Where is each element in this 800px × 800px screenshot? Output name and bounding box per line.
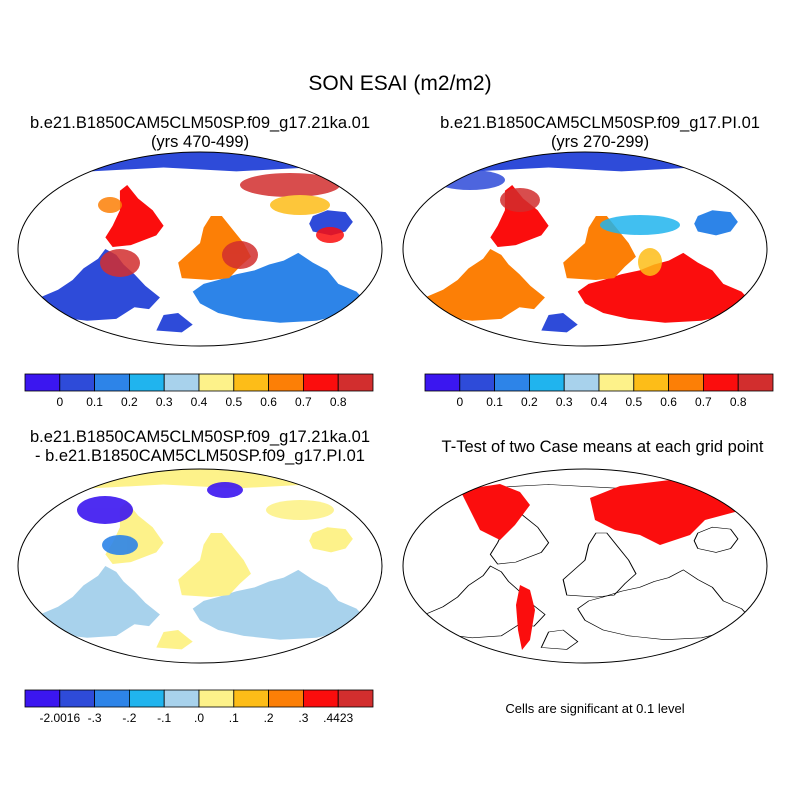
cbar-diff-swatch-3: [128, 689, 165, 708]
cbar-diff-swatch-8: [302, 689, 339, 708]
significance-note: Cells are significant at 0.1 level: [505, 701, 685, 716]
cbar-diff-swatch-9: [337, 689, 374, 708]
cbar-mean-pi-tick-3: 0.3: [555, 395, 573, 409]
panel-2-title: b.e21.B1850CAM5CLM50SP.f09_g17.PI.01 (yr…: [400, 114, 800, 152]
panel-3-border: [17, 468, 383, 664]
cbar-mean-pi-tick-5: 0.5: [625, 395, 643, 409]
panel-3-title-line2: - b.e21.B1850CAM5CLM50SP.f09_g17.PI.01: [35, 447, 365, 465]
cbar-mean-21ka-swatch-0: [24, 373, 61, 392]
cbar-mean-21ka-swatch-6: [233, 373, 270, 392]
panel-4-title-line1: T-Test of two Case means at each grid po…: [441, 438, 764, 456]
cbar-diff-swatch-0: [24, 689, 61, 708]
significant-cells: [460, 480, 767, 650]
cbar-mean-pi-tick-7: 0.7: [695, 395, 712, 409]
cbar-mean-pi-tick-4: 0.4: [590, 395, 608, 409]
cbar-diff-swatch-1: [59, 689, 95, 708]
colorbar-difference: [24, 689, 374, 708]
cbar-mean-21ka-tick-2: 0.2: [121, 395, 138, 409]
cbar-mean-pi-swatch-9: [737, 373, 774, 392]
cbar-diff-tick-7: .3: [298, 711, 309, 725]
cbar-mean-pi-tick-8: 0.8: [729, 395, 747, 409]
cbar-mean-pi-swatch-7: [668, 373, 704, 392]
panel-3-title-line1: b.e21.B1850CAM5CLM50SP.f09_g17.21ka.01: [29, 428, 371, 446]
cbar-mean-21ka-tick-3: 0.3: [155, 395, 173, 409]
cbar-mean-21ka-swatch-5: [198, 373, 235, 392]
cbar-mean-21ka-swatch-8: [302, 373, 339, 392]
panel-1-border: [17, 151, 383, 347]
cbar-mean-pi-swatch-4: [563, 373, 600, 392]
map-panel-ttest: [403, 469, 767, 663]
cbar-mean-21ka-tick-6: 0.6: [260, 395, 277, 409]
cbar-mean-21ka-tick-5: 0.5: [225, 395, 243, 409]
cbar-mean-pi-swatch-8: [703, 373, 739, 392]
cbar-diff-tick-8: .4423: [323, 711, 354, 725]
panel-3-title: b.e21.B1850CAM5CLM50SP.f09_g17.21ka.01 -…: [5, 428, 395, 466]
cbar-diff-swatch-5: [198, 689, 235, 708]
cbar-mean-21ka-swatch-7: [268, 373, 304, 392]
cbar-mean-21ka-tick-0: 0: [56, 395, 64, 409]
cbar-mean-pi-tick-2: 0.2: [521, 395, 538, 409]
cbar-diff-swatch-4: [163, 689, 200, 708]
cbar-mean-pi-tick-6: 0.6: [660, 395, 677, 409]
panel-2-title-line2: (yrs 270-299): [550, 133, 650, 151]
cbar-mean-pi-tick-1: 0.1: [486, 395, 503, 409]
panel-4-border: [402, 468, 768, 664]
cbar-diff-tick-1: -.3: [87, 711, 102, 725]
cbar-mean-pi-swatch-5: [598, 373, 635, 392]
figure-title: SON ESAI (m2/m2): [308, 72, 492, 95]
map-panel-21ka: [18, 152, 382, 346]
panel-1-title: b.e21.B1850CAM5CLM50SP.f09_g17.21ka.01 (…: [10, 114, 390, 152]
cbar-diff-swatch-7: [268, 689, 304, 708]
cbar-mean-pi-swatch-1: [459, 373, 495, 392]
cbar-mean-pi-swatch-0: [424, 373, 461, 392]
cbar-diff-tick-3: -.1: [157, 711, 172, 725]
panel-1-title-line2: (yrs 470-499): [150, 133, 250, 151]
panel-1-title-line1: b.e21.B1850CAM5CLM50SP.f09_g17.21ka.01: [29, 114, 371, 132]
map-panel-difference: [18, 469, 382, 663]
cbar-mean-21ka-tick-4: 0.4: [190, 395, 208, 409]
cbar-mean-21ka-tick-8: 0.8: [329, 395, 347, 409]
land-antarctica: [18, 469, 382, 489]
cbar-mean-pi-swatch-2: [494, 373, 530, 392]
colorbar-mean-pi: [424, 373, 774, 392]
cbar-mean-21ka-swatch-2: [94, 373, 130, 392]
cbar-diff-tick-5: .1: [228, 711, 239, 725]
cbar-mean-pi-swatch-3: [529, 373, 565, 392]
cbar-diff-swatch-6: [233, 689, 270, 708]
cbar-diff-tick-4: .0: [193, 711, 205, 725]
cbar-mean-21ka-swatch-4: [163, 373, 200, 392]
cbar-mean-21ka-tick-7: 0.7: [295, 395, 312, 409]
cbar-mean-21ka-swatch-3: [128, 373, 165, 392]
panel-2-title-line1: b.e21.B1850CAM5CLM50SP.f09_g17.PI.01: [440, 114, 760, 132]
cbar-mean-pi-tick-0: 0: [456, 395, 464, 409]
panel-4-title: T-Test of two Case means at each grid po…: [405, 438, 800, 457]
cbar-diff-tick-6: .2: [263, 711, 274, 725]
map-panel-pi: [403, 152, 767, 346]
cbar-diff-swatch-2: [94, 689, 130, 708]
cbar-diff-tick-0: -2.0016: [39, 711, 81, 725]
cbar-mean-21ka-swatch-1: [59, 373, 95, 392]
land-antarctica: [403, 152, 767, 172]
cbar-mean-21ka-tick-1: 0.1: [86, 395, 103, 409]
panel-2-border: [402, 151, 768, 347]
cbar-mean-21ka-swatch-9: [337, 373, 374, 392]
land-antarctica: [18, 152, 382, 172]
cbar-diff-tick-2: -.2: [122, 711, 137, 725]
cbar-mean-pi-swatch-6: [633, 373, 669, 392]
colorbar-mean-21ka: [24, 373, 374, 392]
